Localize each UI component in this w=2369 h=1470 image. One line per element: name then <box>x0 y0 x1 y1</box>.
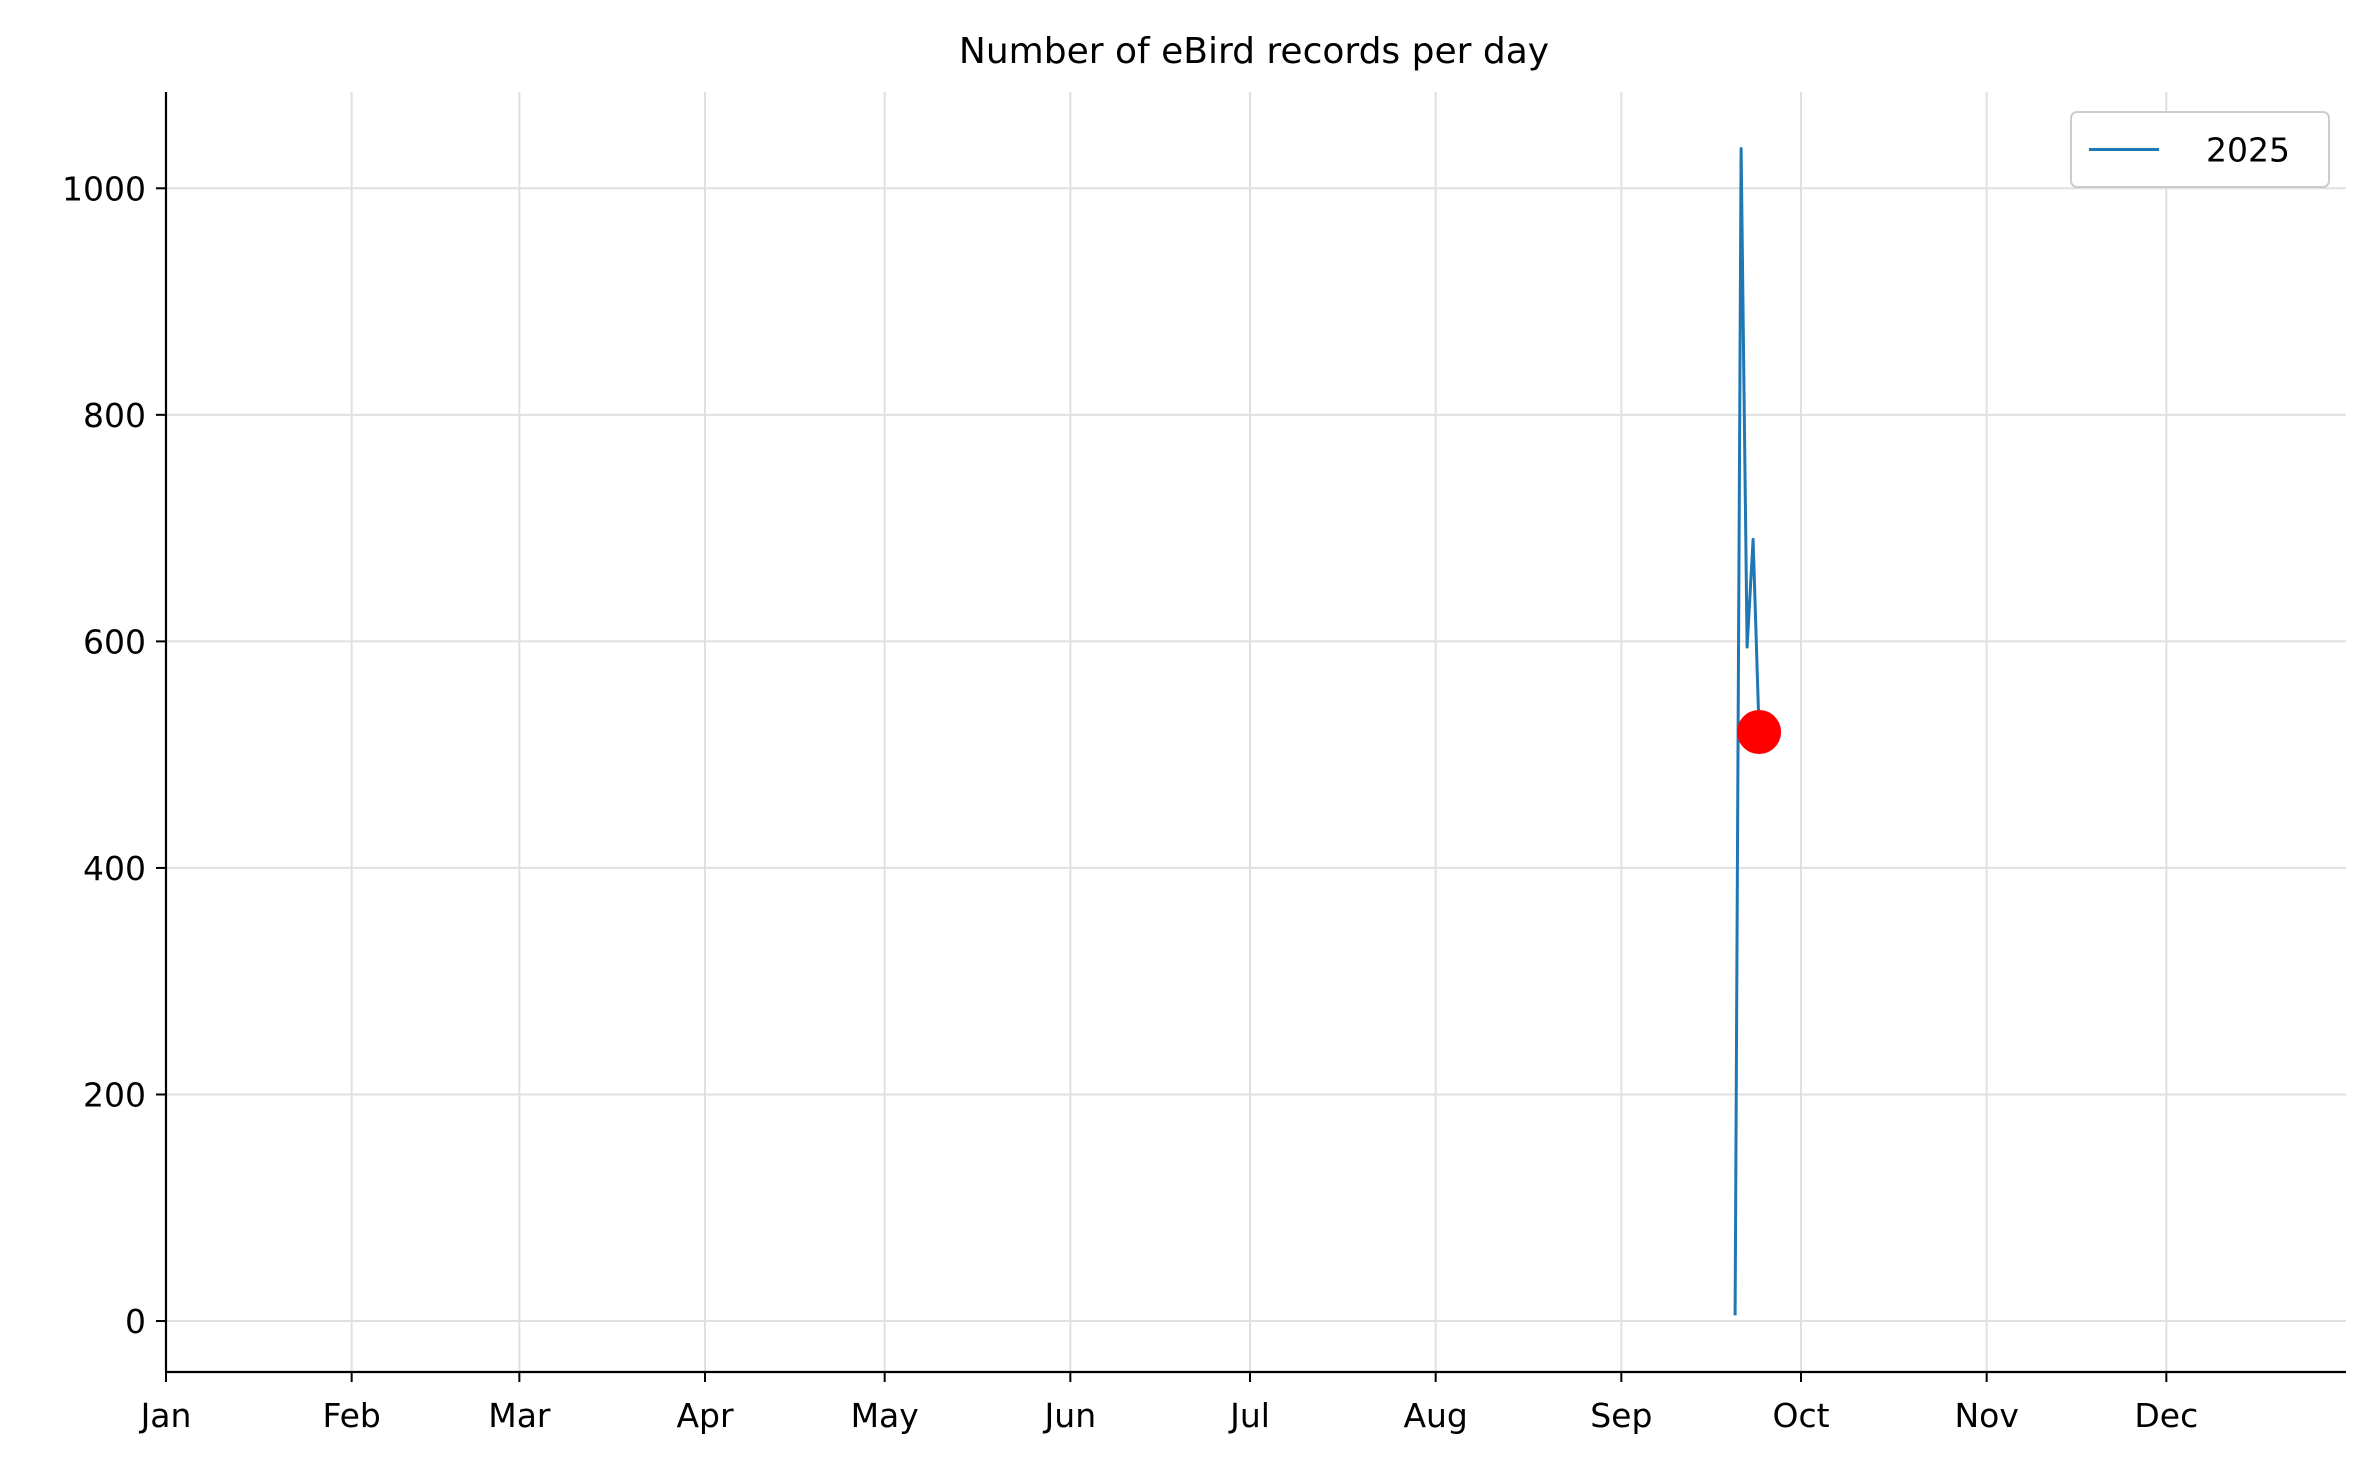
x-tick-label: Feb <box>322 1396 380 1435</box>
chart-title: Number of eBird records per day <box>959 31 1549 72</box>
axes <box>164 92 2346 1374</box>
x-tick-label: Jul <box>1228 1396 1270 1435</box>
series-line-2025 <box>1733 147 1761 1316</box>
y-tick-label: 0 <box>125 1302 146 1341</box>
x-tick-label: Sep <box>1590 1396 1652 1435</box>
x-tick-label: Nov <box>1954 1396 2018 1435</box>
x-tick-label: Aug <box>1403 1396 1467 1435</box>
x-axis-ticks: Jan Feb Mar Apr May Jun Jul Aug Sep Oct Nov Dec <box>139 1372 2198 1435</box>
x-tick-label: May <box>851 1396 919 1435</box>
y-tick-label: 800 <box>83 396 146 435</box>
x-tick-label: Dec <box>2134 1396 2198 1435</box>
legend: 2025 <box>2070 111 2330 188</box>
x-tick-label: Jan <box>139 1396 192 1435</box>
y-axis-ticks: 0 200 400 600 800 1000 <box>62 169 166 1341</box>
x-tick-label: Oct <box>1772 1396 1829 1435</box>
grid <box>166 92 2346 1372</box>
highlight-point <box>1737 710 1782 754</box>
x-tick-label: Mar <box>488 1396 551 1435</box>
x-tick-label: Apr <box>676 1396 734 1435</box>
y-tick-label: 600 <box>83 622 146 661</box>
series-layer <box>1733 147 1782 1316</box>
y-tick-label: 400 <box>83 849 146 888</box>
y-tick-label: 200 <box>83 1075 146 1114</box>
x-tick-label: Jun <box>1043 1396 1097 1435</box>
legend-label: 2025 <box>2206 131 2290 170</box>
y-tick-label: 1000 <box>62 169 146 208</box>
legend-box <box>2070 111 2330 188</box>
